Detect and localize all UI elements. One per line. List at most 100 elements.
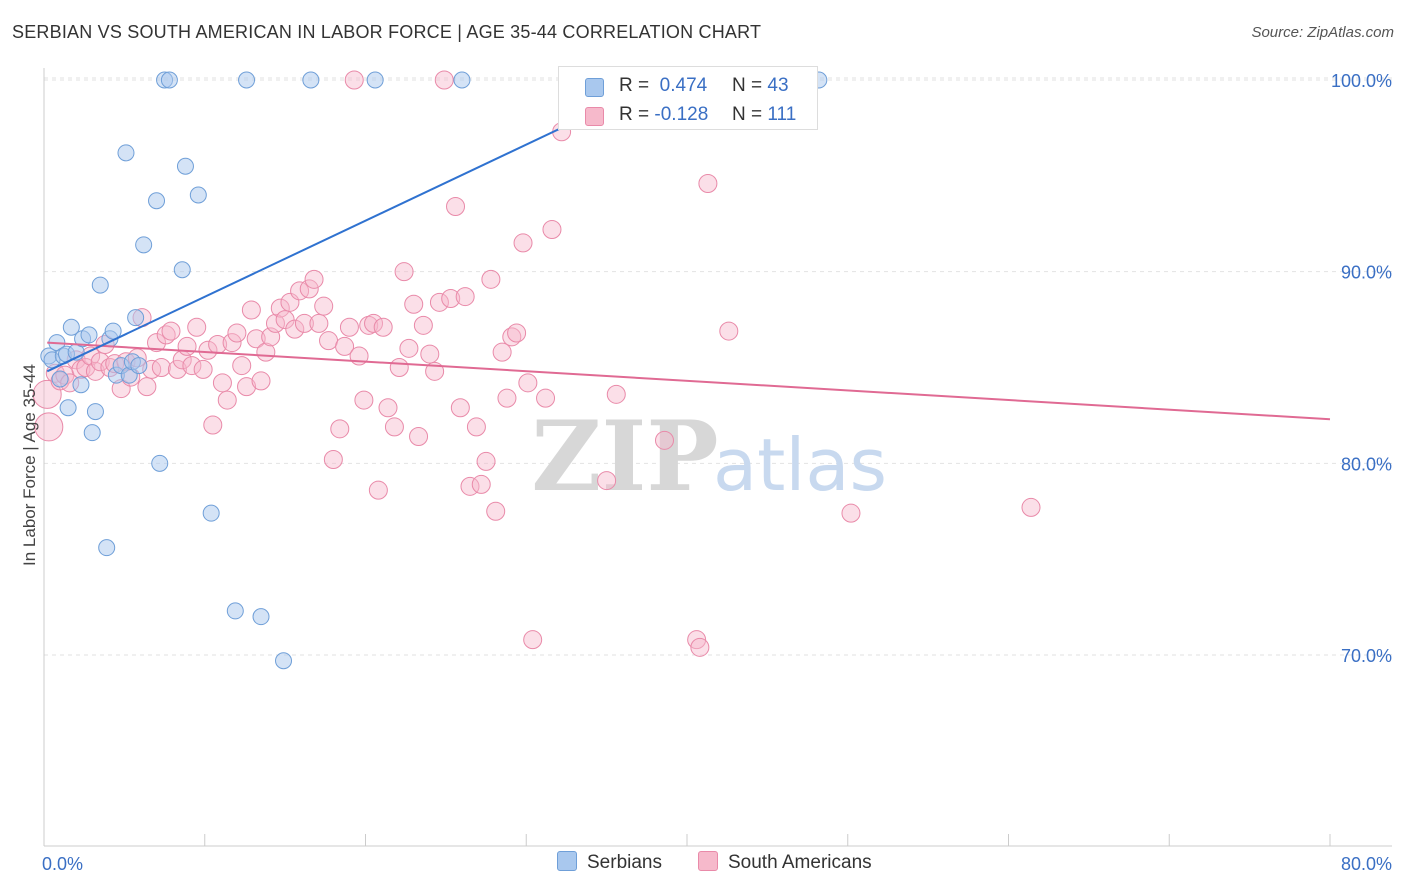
serbians-point: [62, 318, 80, 336]
serbians-point: [275, 652, 293, 670]
serbians-point: [86, 403, 104, 421]
south-americans-point: [389, 358, 409, 377]
south-americans-point: [364, 313, 384, 333]
south-americans-point: [492, 342, 512, 362]
south-americans-swatch: [585, 107, 604, 126]
south-americans-point: [90, 352, 110, 372]
serbians-n: N = 43: [732, 75, 789, 97]
serbians-point: [72, 376, 90, 394]
serbians-point: [160, 71, 178, 89]
south-americans-point: [314, 296, 334, 316]
serbians-r-label: R =: [619, 75, 650, 96]
bottom-legend-south-americans[interactable]: South Americans: [698, 851, 872, 874]
south-americans-point: [232, 356, 252, 376]
serbians-n-value: 43: [767, 75, 789, 96]
south-americans-point: [523, 630, 543, 650]
south-americans-point: [450, 398, 470, 418]
tick-labels: 70.0% 80.0% 90.0% 100.0% 0.0% 80.0%: [42, 71, 1392, 874]
serbians-point: [202, 504, 220, 522]
south-americans-point: [698, 174, 718, 193]
south-americans-point: [378, 398, 398, 418]
south-americans-point: [251, 371, 271, 391]
south-americans-point: [319, 331, 339, 351]
south-americans-point: [466, 417, 486, 437]
south-americans-point: [399, 338, 419, 358]
south-americans-point: [182, 356, 202, 376]
south-americans-point: [241, 300, 261, 320]
south-americans-point: [167, 359, 187, 379]
south-americans-point: [420, 344, 440, 364]
south-americans-point: [434, 70, 454, 90]
south-americans-r: R = -0.128: [619, 104, 708, 126]
serbians-point: [80, 326, 98, 344]
south-americans-point: [536, 388, 556, 408]
serbians-legend-label: Serbians: [587, 852, 662, 873]
south-americans-point: [177, 336, 197, 356]
south-americans-point: [354, 390, 374, 410]
south-americans-point: [654, 430, 674, 450]
south-americans-point: [481, 269, 501, 289]
watermark-atlas: atlas: [713, 423, 887, 507]
y-axis-label: In Labor Force | Age 35-44: [20, 364, 39, 566]
south-americans-point: [476, 451, 496, 471]
serbians-point: [127, 309, 145, 327]
serbians-point: [59, 399, 77, 417]
south-americans-point: [373, 317, 393, 337]
south-americans-point: [198, 340, 218, 360]
south-americans-point: [227, 323, 247, 343]
serbians-swatch: [585, 78, 604, 97]
south-americans-point: [606, 384, 626, 404]
serbians-r-value: 0.474: [659, 75, 708, 96]
south-americans-point: [330, 419, 350, 439]
south-americans-point: [841, 503, 861, 523]
south-americans-point: [137, 377, 157, 397]
south-americans-point: [76, 358, 96, 377]
y-tick-label-80: 80.0%: [1341, 454, 1392, 474]
south-americans-point: [690, 637, 710, 657]
serbians-point: [366, 71, 384, 89]
serbians-point: [302, 71, 320, 89]
south-americans-point: [446, 197, 466, 216]
serbians-point: [252, 608, 270, 626]
south-americans-point: [151, 358, 171, 377]
south-americans-point: [394, 262, 414, 282]
serbians-point: [189, 186, 207, 204]
serbians-point: [135, 236, 153, 254]
south-americans-point: [368, 480, 388, 500]
legend-row-south-americans: R = -0.128 N = 111: [559, 100, 817, 130]
south-americans-n: N = 111: [732, 104, 796, 126]
bottom-legend-serbians[interactable]: Serbians: [557, 851, 662, 874]
south-americans-point: [161, 321, 181, 341]
south-americans-n-label: N =: [732, 104, 763, 125]
south-americans-point: [486, 501, 506, 521]
south-americans-point: [323, 450, 343, 469]
south-americans-r-value: -0.128: [654, 104, 709, 125]
south-americans-point: [384, 417, 404, 437]
serbians-point: [176, 157, 194, 175]
south-americans-point: [203, 415, 223, 435]
y-tick-label-100: 100.0%: [1331, 71, 1392, 91]
south-americans-point: [290, 281, 310, 301]
source-label: Source: ZipAtlas.com: [1251, 24, 1394, 41]
south-americans-point: [344, 70, 364, 90]
south-americans-point: [404, 294, 424, 314]
south-americans-legend-swatch: [698, 851, 718, 871]
south-americans-point: [294, 313, 314, 333]
serbians-point: [117, 144, 135, 162]
south-americans-point: [309, 313, 329, 333]
south-americans-trend-line: [47, 341, 1331, 421]
south-americans-point: [719, 321, 739, 341]
watermark: ZIP atlas: [531, 400, 887, 513]
south-americans-point: [270, 298, 290, 318]
south-americans-point: [455, 287, 475, 307]
watermark-zip: ZIP: [531, 400, 718, 513]
south-americans-n-value: 111: [767, 104, 797, 125]
serbians-point: [148, 192, 166, 210]
south-americans-points: [32, 70, 1041, 657]
south-americans-point: [687, 630, 707, 650]
y-tick-label-90: 90.0%: [1341, 263, 1392, 283]
serbians-point: [91, 276, 109, 294]
south-americans-point: [187, 317, 207, 337]
legend-row-serbians: R = 0.474 N = 43: [559, 71, 817, 101]
